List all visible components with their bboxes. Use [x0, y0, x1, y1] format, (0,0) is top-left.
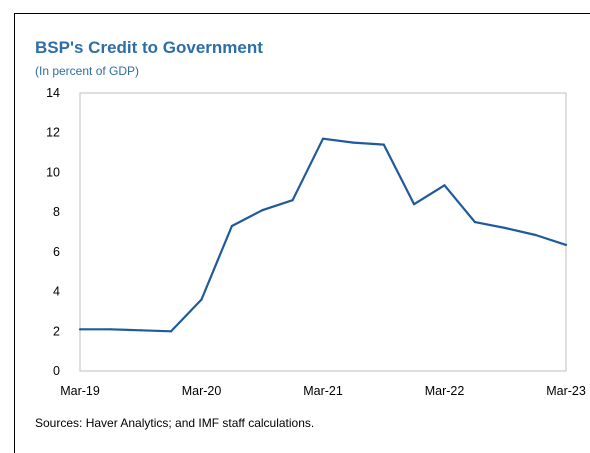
plot-area [79, 92, 567, 372]
data-point [473, 221, 476, 224]
data-point [291, 199, 294, 202]
data-point [564, 243, 568, 246]
data-point [321, 137, 325, 140]
y-tick-label: 12 [46, 126, 60, 140]
data-point [109, 328, 112, 331]
x-axis-ticks: Mar-19 Mar-20 Mar-21 Mar-22 Mar-23 [60, 384, 586, 398]
y-tick-label: 0 [53, 364, 60, 378]
data-point [261, 209, 264, 212]
x-tick-label: Mar-22 [425, 384, 465, 398]
y-tick-label: 2 [53, 324, 60, 338]
data-point [382, 143, 385, 146]
data-point [352, 141, 355, 144]
plot-border [79, 92, 567, 372]
series-layer [78, 137, 568, 333]
data-point [230, 224, 233, 228]
data-point [413, 203, 416, 206]
data-point [534, 233, 537, 237]
data-point [78, 328, 82, 331]
y-tick-label: 10 [46, 165, 60, 179]
data-point [170, 330, 173, 333]
chart-frame [14, 13, 590, 453]
x-tick-label: Mar-23 [546, 384, 586, 398]
series-line [80, 137, 567, 333]
x-tick-label: Mar-21 [303, 384, 343, 398]
source-note: Sources: Haver Analytics; and IMF staff … [35, 416, 315, 430]
x-tick-label: Mar-19 [60, 384, 100, 398]
data-point [504, 226, 507, 230]
y-tick-label: 6 [53, 245, 60, 259]
chart-subtitle: (In percent of GDP) [35, 64, 140, 78]
y-tick-label: 14 [46, 86, 60, 100]
chart-title: BSP's Credit to Government [35, 38, 263, 57]
data-point [200, 298, 203, 301]
data-point [443, 184, 446, 187]
x-tick-label: Mar-20 [182, 384, 222, 398]
y-tick-label: 8 [53, 205, 60, 219]
data-point [139, 329, 142, 332]
y-tick-label: 4 [53, 285, 60, 299]
y-axis-ticks: 0 2 4 6 8 10 12 14 [46, 86, 60, 378]
